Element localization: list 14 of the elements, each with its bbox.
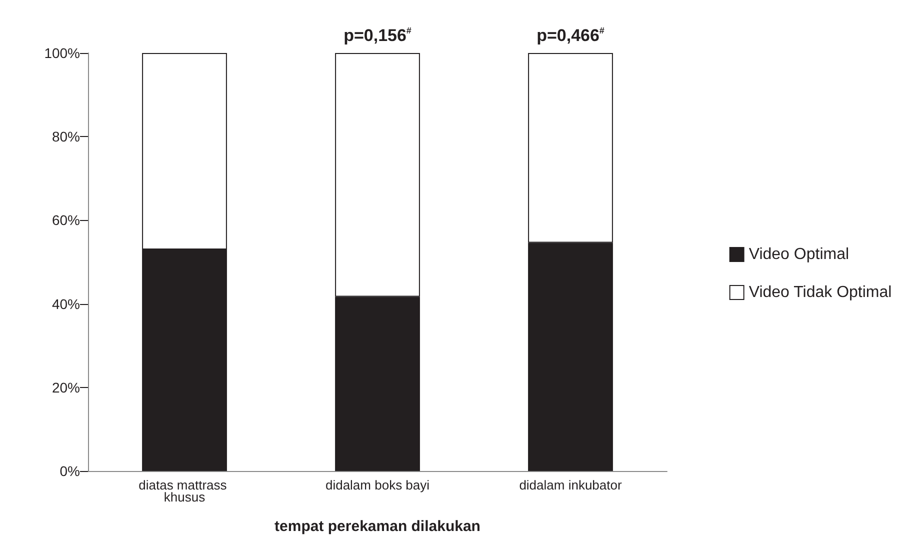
legend-label: Video Tidak Optimal — [748, 284, 892, 301]
x-axis-title: tempat perekaman dilakukan — [274, 518, 480, 535]
y-tick-label: 40% — [52, 296, 80, 312]
annotation: p=0,466# — [536, 26, 604, 45]
x-tick-label: diatas mattrass khusus — [138, 478, 230, 504]
y-tick-label: 60% — [52, 212, 80, 228]
y-tick-label: 20% — [52, 379, 80, 396]
legend-label: Video Optimal — [748, 246, 850, 263]
x-tick-label: didalam inkubator — [519, 478, 622, 492]
y-tick-label: 80% — [52, 128, 80, 145]
y-tick-label: 100% — [44, 45, 80, 61]
x-tick-label: didalam boks bayi — [325, 478, 430, 492]
annotation: p=0,156# — [344, 26, 412, 45]
y-tick-label: 0% — [60, 463, 80, 479]
